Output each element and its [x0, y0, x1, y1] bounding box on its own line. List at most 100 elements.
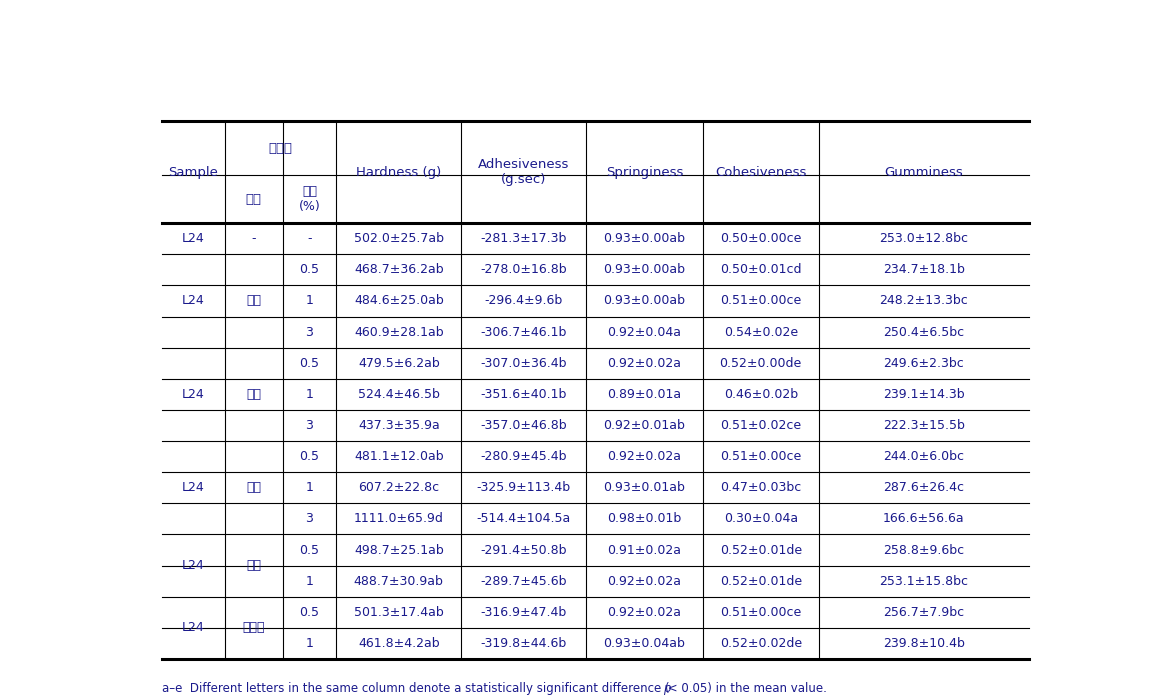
- Text: -316.9±47.4b: -316.9±47.4b: [481, 606, 567, 619]
- Text: 234.7±18.1b: 234.7±18.1b: [883, 263, 965, 277]
- Text: 농도
(%): 농도 (%): [299, 185, 321, 213]
- Text: 287.6±26.4c: 287.6±26.4c: [883, 481, 964, 494]
- Text: 437.3±35.9a: 437.3±35.9a: [357, 419, 439, 432]
- Text: 3: 3: [306, 512, 314, 526]
- Text: -319.8±44.6b: -319.8±44.6b: [481, 637, 567, 650]
- Text: -278.0±16.8b: -278.0±16.8b: [481, 263, 567, 277]
- Text: 258.8±9.6bc: 258.8±9.6bc: [883, 544, 964, 556]
- Text: 구아: 구아: [246, 295, 261, 307]
- Text: 239.8±10.4b: 239.8±10.4b: [883, 637, 965, 650]
- Text: 0.52±0.02de: 0.52±0.02de: [719, 637, 801, 650]
- Text: 248.2±13.3bc: 248.2±13.3bc: [880, 295, 969, 307]
- Text: -289.7±45.6b: -289.7±45.6b: [481, 574, 567, 588]
- Text: 481.1±12.0ab: 481.1±12.0ab: [354, 450, 444, 463]
- Text: 256.7±7.9bc: 256.7±7.9bc: [883, 606, 964, 619]
- Text: 488.7±30.9ab: 488.7±30.9ab: [354, 574, 444, 588]
- Text: p: p: [663, 682, 671, 695]
- Text: 0.92±0.02a: 0.92±0.02a: [608, 606, 681, 619]
- Text: 0.51±0.02ce: 0.51±0.02ce: [721, 419, 801, 432]
- Text: Cohesiveness: Cohesiveness: [715, 166, 806, 178]
- Text: 0.5: 0.5: [300, 544, 319, 556]
- Text: Hardness (g): Hardness (g): [356, 166, 442, 178]
- Text: 0.30±0.04a: 0.30±0.04a: [724, 512, 798, 526]
- Text: 0.52±0.01de: 0.52±0.01de: [719, 574, 801, 588]
- Text: 0.52±0.00de: 0.52±0.00de: [719, 357, 801, 369]
- Text: a–e  Different letters in the same column denote a statistically significant dif: a–e Different letters in the same column…: [161, 682, 670, 695]
- Text: 0.50±0.00ce: 0.50±0.00ce: [719, 232, 801, 245]
- Text: Gumminess: Gumminess: [884, 166, 963, 178]
- Text: 0.93±0.00ab: 0.93±0.00ab: [603, 232, 686, 245]
- Text: 166.6±56.6a: 166.6±56.6a: [883, 512, 965, 526]
- Text: L24: L24: [182, 481, 204, 494]
- Text: Adhesiveness
(g.sec): Adhesiveness (g.sec): [478, 158, 570, 186]
- Text: Springiness: Springiness: [605, 166, 684, 178]
- Text: -291.4±50.8b: -291.4±50.8b: [481, 544, 567, 556]
- Text: 0.52±0.01de: 0.52±0.01de: [719, 544, 801, 556]
- Text: 502.0±25.7ab: 502.0±25.7ab: [354, 232, 444, 245]
- Text: L24: L24: [182, 295, 204, 307]
- Text: 0.47±0.03bc: 0.47±0.03bc: [721, 481, 801, 494]
- Text: 0.5: 0.5: [300, 357, 319, 369]
- Text: -351.6±40.1b: -351.6±40.1b: [481, 388, 567, 401]
- Text: 524.4±46.5b: 524.4±46.5b: [357, 388, 439, 401]
- Text: 0.92±0.01ab: 0.92±0.01ab: [603, 419, 686, 432]
- Text: 468.7±36.2ab: 468.7±36.2ab: [354, 263, 444, 277]
- Text: 0.89±0.01a: 0.89±0.01a: [608, 388, 681, 401]
- Text: -296.4±9.6b: -296.4±9.6b: [484, 295, 563, 307]
- Text: -: -: [307, 232, 311, 245]
- Text: 0.5: 0.5: [300, 606, 319, 619]
- Text: 249.6±2.3bc: 249.6±2.3bc: [883, 357, 964, 369]
- Text: 0.92±0.02a: 0.92±0.02a: [608, 574, 681, 588]
- Text: L24: L24: [182, 232, 204, 245]
- Text: 3: 3: [306, 419, 314, 432]
- Text: 222.3±15.5b: 222.3±15.5b: [883, 419, 965, 432]
- Text: 3: 3: [306, 325, 314, 339]
- Text: 0.93±0.04ab: 0.93±0.04ab: [603, 637, 686, 650]
- Text: -281.3±17.3b: -281.3±17.3b: [481, 232, 567, 245]
- Text: 0.51±0.00ce: 0.51±0.00ce: [721, 450, 801, 463]
- Text: 잔탄: 잔탄: [246, 388, 261, 401]
- Text: 501.3±17.4ab: 501.3±17.4ab: [354, 606, 444, 619]
- Text: 0.98±0.01b: 0.98±0.01b: [608, 512, 681, 526]
- Text: 0.93±0.00ab: 0.93±0.00ab: [603, 295, 686, 307]
- Text: 1: 1: [306, 637, 314, 650]
- Text: 펙틴: 펙틴: [246, 559, 261, 572]
- Text: 첸가물: 첸가물: [269, 141, 293, 155]
- Text: L24: L24: [182, 388, 204, 401]
- Text: 0.5: 0.5: [300, 450, 319, 463]
- Text: 0.92±0.04a: 0.92±0.04a: [608, 325, 681, 339]
- Text: 알기산: 알기산: [242, 621, 265, 634]
- Text: 0.50±0.01cd: 0.50±0.01cd: [719, 263, 801, 277]
- Text: -280.9±45.4b: -280.9±45.4b: [481, 450, 567, 463]
- Text: 498.7±25.1ab: 498.7±25.1ab: [354, 544, 444, 556]
- Text: 461.8±4.2ab: 461.8±4.2ab: [357, 637, 439, 650]
- Text: -: -: [251, 232, 256, 245]
- Text: 253.1±15.8bc: 253.1±15.8bc: [880, 574, 969, 588]
- Text: 젤란: 젤란: [246, 481, 261, 494]
- Text: -514.4±104.5a: -514.4±104.5a: [477, 512, 571, 526]
- Text: L24: L24: [182, 559, 204, 572]
- Text: 0.51±0.00ce: 0.51±0.00ce: [721, 295, 801, 307]
- Text: 0.54±0.02e: 0.54±0.02e: [724, 325, 798, 339]
- Text: 0.51±0.00ce: 0.51±0.00ce: [721, 606, 801, 619]
- Text: < 0.05) in the mean value.: < 0.05) in the mean value.: [664, 682, 827, 695]
- Text: 0.91±0.02a: 0.91±0.02a: [608, 544, 681, 556]
- Text: 0.46±0.02b: 0.46±0.02b: [724, 388, 798, 401]
- Text: 460.9±28.1ab: 460.9±28.1ab: [354, 325, 444, 339]
- Text: 1: 1: [306, 574, 314, 588]
- Text: 0.92±0.02a: 0.92±0.02a: [608, 450, 681, 463]
- Text: 244.0±6.0bc: 244.0±6.0bc: [883, 450, 964, 463]
- Text: L24: L24: [182, 621, 204, 634]
- Text: 0.92±0.02a: 0.92±0.02a: [608, 357, 681, 369]
- Text: 0.93±0.00ab: 0.93±0.00ab: [603, 263, 686, 277]
- Text: Sample: Sample: [168, 166, 218, 178]
- Text: -306.7±46.1b: -306.7±46.1b: [481, 325, 567, 339]
- Text: -357.0±46.8b: -357.0±46.8b: [481, 419, 567, 432]
- Text: 0.93±0.01ab: 0.93±0.01ab: [603, 481, 686, 494]
- Text: -307.0±36.4b: -307.0±36.4b: [481, 357, 567, 369]
- Text: -325.9±113.4b: -325.9±113.4b: [477, 481, 571, 494]
- Text: 종류: 종류: [246, 192, 262, 206]
- Text: 607.2±22.8c: 607.2±22.8c: [359, 481, 439, 494]
- Text: 484.6±25.0ab: 484.6±25.0ab: [354, 295, 444, 307]
- Text: 250.4±6.5bc: 250.4±6.5bc: [883, 325, 964, 339]
